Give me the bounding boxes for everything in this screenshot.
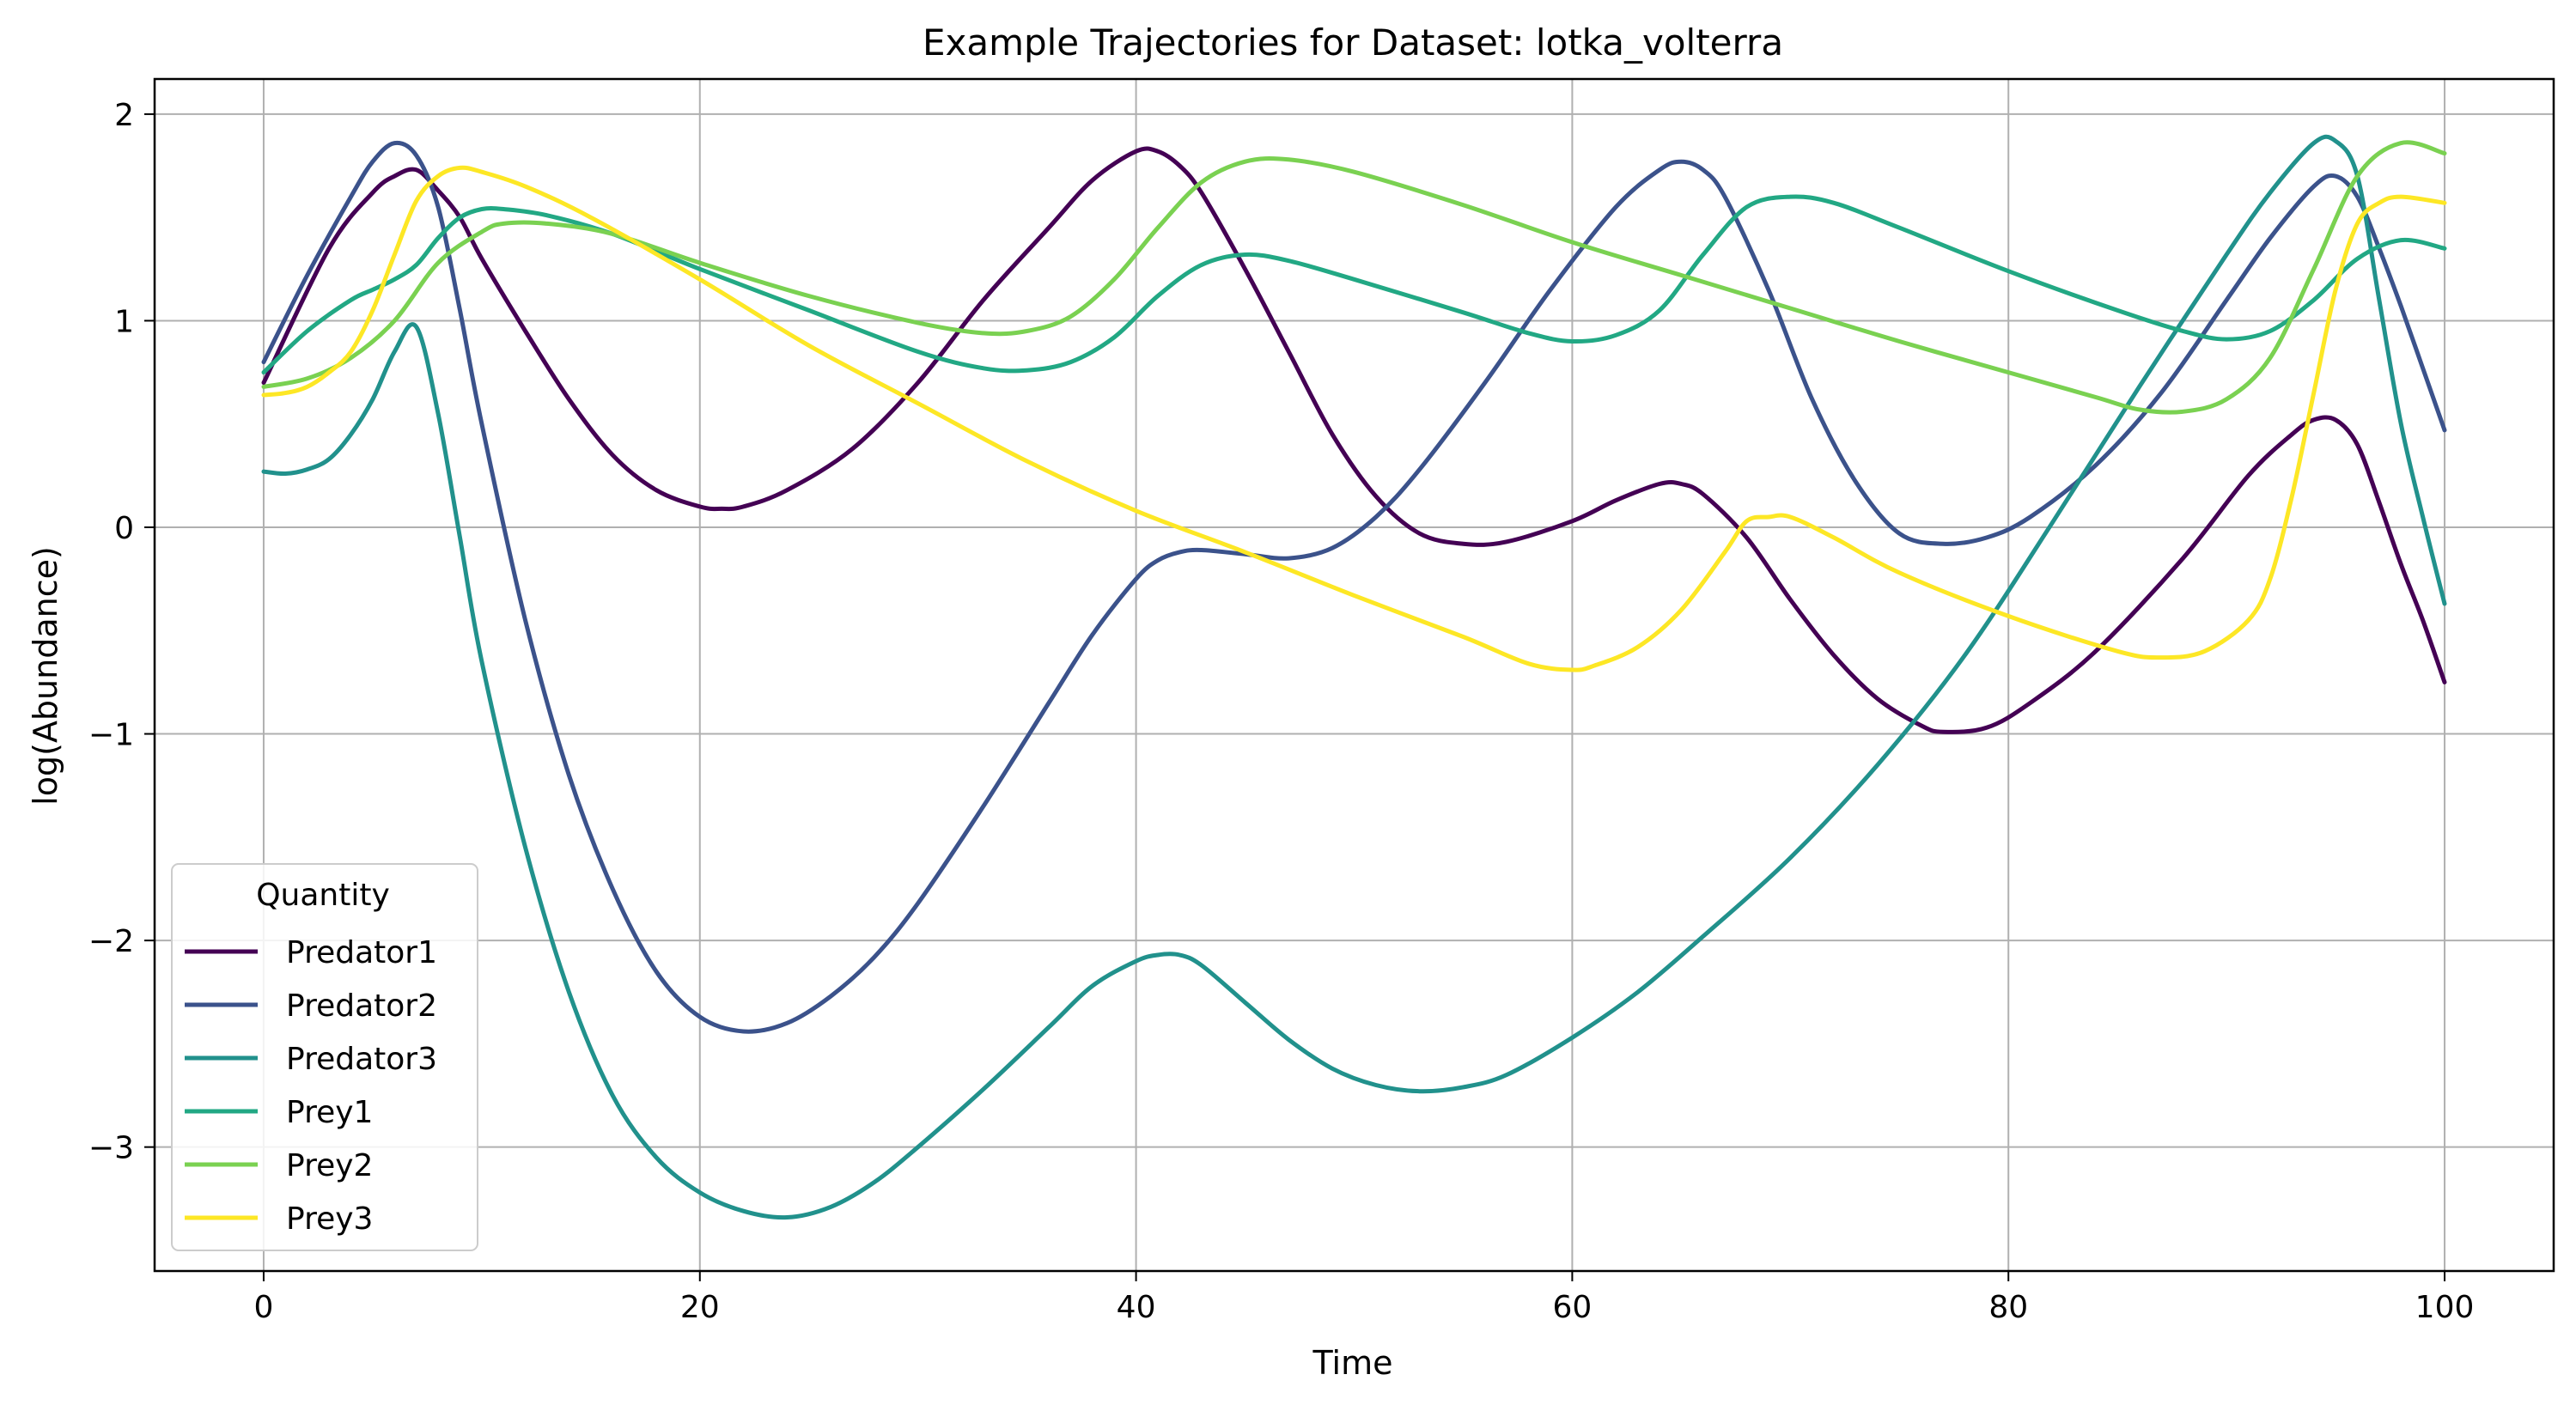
x-tick-label: 80 (1988, 1290, 2028, 1325)
y-tick-label: 0 (114, 511, 134, 546)
x-tick-label: 100 (2415, 1290, 2475, 1325)
x-tick-label: 0 (254, 1290, 274, 1325)
y-tick-label: −1 (88, 718, 134, 753)
y-tick-label: 1 (114, 304, 134, 339)
legend-label-prey1: Prey1 (286, 1095, 373, 1130)
x-tick-label: 20 (680, 1290, 720, 1325)
y-axis-label: log(Abundance) (27, 546, 64, 806)
legend-label-predator1: Predator1 (286, 935, 437, 970)
y-tick-label: 2 (114, 98, 134, 133)
legend-label-prey2: Prey2 (286, 1148, 373, 1183)
chart-title: Example Trajectories for Dataset: lotka_… (923, 21, 1783, 64)
x-tick-label: 40 (1117, 1290, 1156, 1325)
x-tick-label: 60 (1553, 1290, 1592, 1325)
legend-label-prey3: Prey3 (286, 1201, 373, 1237)
legend-label-predator3: Predator3 (286, 1042, 437, 1077)
y-tick-label: −3 (88, 1131, 134, 1166)
legend-title: Quantity (256, 878, 390, 913)
y-tick-label: −2 (88, 924, 134, 959)
legend: Quantity Predator1 Predator2 Predator3 Prey… (172, 864, 478, 1250)
x-axis-label: Time (1312, 1344, 1393, 1382)
legend-label-predator2: Predator2 (286, 988, 437, 1024)
